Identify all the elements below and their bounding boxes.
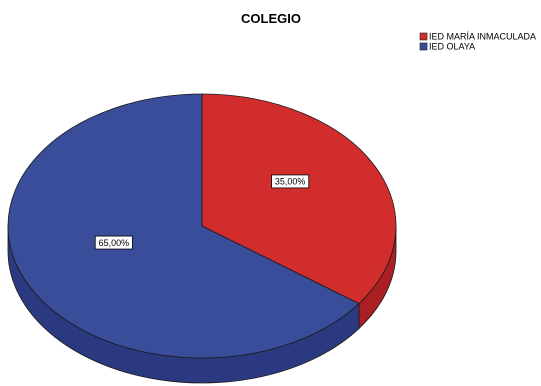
data-label-box-1 (94, 235, 133, 250)
legend-swatch-0 (419, 32, 428, 41)
data-label-1: 65,00% (99, 238, 130, 248)
pie-data-labels: 35,00% 65,00% (94, 174, 310, 250)
data-label-box-0 (271, 174, 310, 189)
pie-slice-0 (201, 93, 397, 305)
legend-swatch-1 (419, 42, 428, 51)
legend-label-0: IED MARÍA INMACULADA (429, 32, 536, 42)
legend-label-1: IED OLAYA (429, 42, 475, 52)
pie-slice-1 (7, 93, 360, 359)
chart-title: COLEGIO (241, 11, 301, 26)
pie-tops (7, 93, 397, 359)
data-label-0: 35,00% (275, 177, 306, 187)
